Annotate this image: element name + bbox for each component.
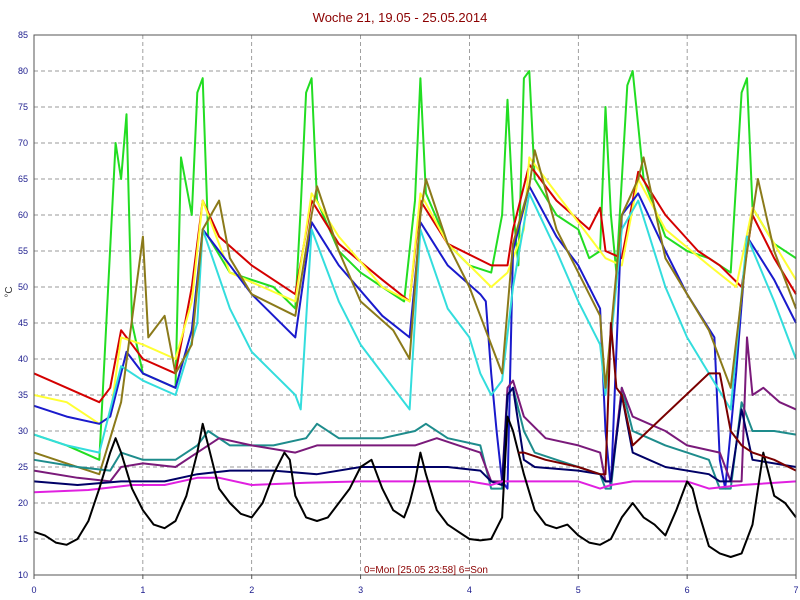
x-tick-label: 5 [576, 585, 581, 595]
series-line-6 [33, 149, 797, 476]
chart-footer-note: 0=Mon [25.05 23:58] 6=Son [364, 565, 488, 576]
y-tick-label: 80 [18, 66, 28, 76]
series-line-8 [33, 336, 797, 483]
y-tick-label: 70 [18, 138, 28, 148]
y-tick-label: 10 [18, 570, 28, 580]
series-line-9 [33, 386, 797, 486]
x-tick-label: 7 [793, 585, 798, 595]
series-line-12 [518, 322, 797, 476]
x-tick-label: 0 [31, 585, 36, 595]
plot-frame [33, 34, 797, 576]
y-tick-label: 75 [18, 102, 28, 112]
series-line-5 [33, 192, 797, 454]
x-tick-label: 6 [685, 585, 690, 595]
chart-series-group [33, 70, 797, 558]
x-tick-label: 4 [467, 585, 472, 595]
y-tick-label: 55 [18, 246, 28, 256]
y-tick-label: 60 [18, 210, 28, 220]
y-tick-label: 25 [18, 462, 28, 472]
y-axis-label: °C [4, 286, 15, 297]
y-tick-label: 40 [18, 354, 28, 364]
x-tick-label: 2 [249, 585, 254, 595]
y-tick-label: 20 [18, 498, 28, 508]
series-line-11 [33, 415, 797, 558]
y-tick-label: 50 [18, 282, 28, 292]
y-tick-label: 65 [18, 174, 28, 184]
y-tick-label: 35 [18, 390, 28, 400]
chart-title: Woche 21, 19.05 - 25.05.2014 [313, 10, 488, 25]
y-tick-label: 85 [18, 30, 28, 40]
y-tick-label: 45 [18, 318, 28, 328]
series-line-10 [33, 476, 797, 494]
x-tick-label: 3 [358, 585, 363, 595]
x-tick-label: 1 [140, 585, 145, 595]
y-tick-label: 30 [18, 426, 28, 436]
y-tick-label: 15 [18, 534, 28, 544]
